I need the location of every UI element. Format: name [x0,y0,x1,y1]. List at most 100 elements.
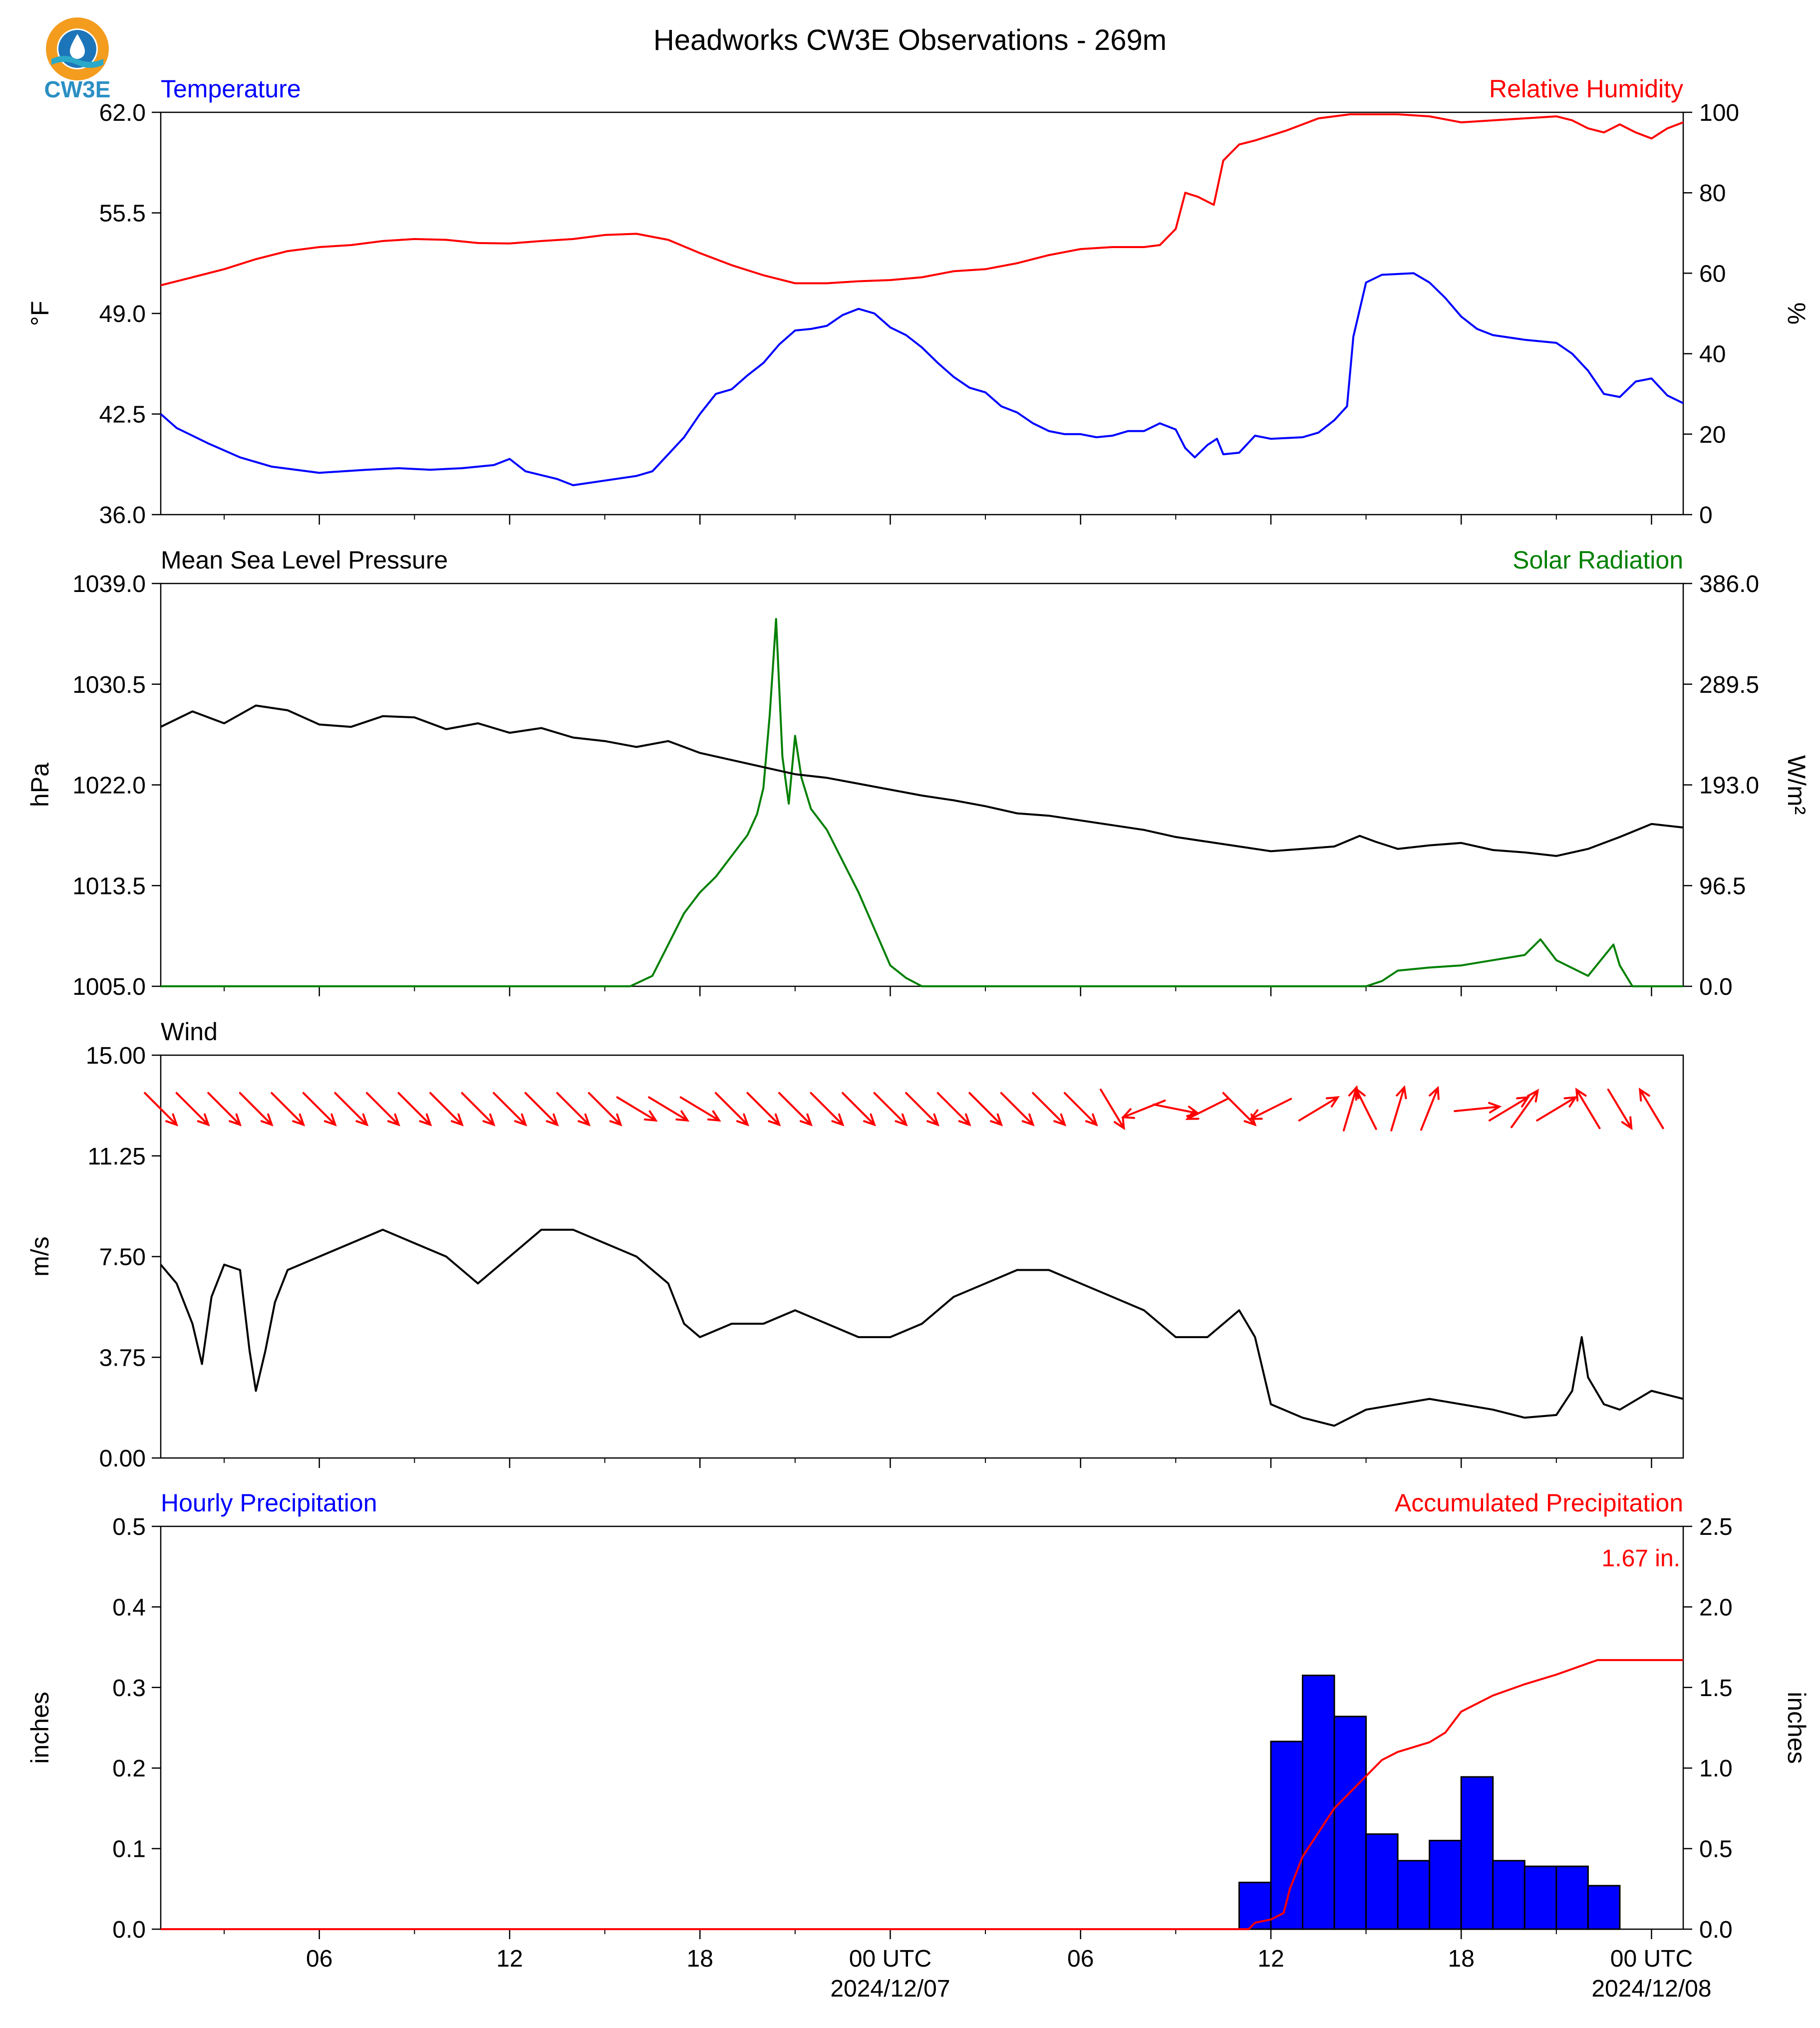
panel-left-title: Wind [161,1018,218,1046]
panel-left-title: Mean Sea Level Pressure [161,546,448,574]
y-tick-label: 0.2 [112,1755,146,1782]
y-tick-label: 0.4 [112,1594,146,1621]
y2-tick-label: 60 [1699,261,1726,287]
wind-arrow [1248,1098,1292,1120]
pressure-solar-panel: 1039.0 1030.5 1022.0 1013.5 1005.0 386.0 289.5… [26,546,1811,1000]
wind-arrow [1575,1088,1601,1130]
wind-arrow [746,1092,781,1127]
wind-arrow [366,1092,400,1127]
y-tick-label: 0.3 [112,1675,146,1702]
plot-frame [160,582,1684,987]
precip-bar [1365,1833,1399,1930]
wind-arrow [175,1092,210,1127]
y-tick-label: 0.1 [112,1836,146,1863]
panel-left-title: Hourly Precipitation [161,1489,377,1517]
y2-tick-label: 193.0 [1699,773,1759,799]
precip-bar [1492,1860,1525,1930]
precip-bar [1460,1776,1494,1930]
wind-arrow [397,1092,432,1127]
y2-tick-label: 100 [1699,100,1739,126]
wind-arrow [1390,1085,1407,1132]
wind-arrow [873,1092,908,1127]
wind-arrow [1000,1092,1035,1127]
wind-arrow [1185,1098,1229,1120]
wind-arrow [1607,1089,1633,1131]
y2-axis-label: inches [1783,1692,1811,1764]
logo-sun-ring [46,17,109,80]
y2-tick-label: 0 [1699,502,1713,529]
wind-arrow [524,1092,559,1127]
wind-arrow [461,1092,496,1127]
wind-arrow [1298,1096,1340,1122]
logo-drop-icon [70,34,85,59]
wind-panel: 15.00 11.25 7.50 3.75 0.00 Wind m/s [26,1018,1684,1472]
wind-arrow [588,1092,622,1127]
y2-tick-label: 2.0 [1699,1594,1733,1621]
series-accumulated-precipitation [161,1659,1683,1930]
x-tick-date-label: 2024/12/08 [1591,1976,1711,2002]
precip-bar [1333,1716,1367,1930]
logo-text: CW3E [44,76,111,102]
wind-arrow [1511,1089,1539,1129]
panel-right-title: Accumulated Precipitation [1395,1489,1683,1517]
precip-bar [1523,1865,1557,1930]
wind-arrow [207,1092,242,1127]
y2-axis-label: W/m² [1783,755,1811,815]
y-tick-label: 1030.5 [72,672,146,698]
accumulated-total-label: 1.67 in. [1602,1545,1680,1572]
y-tick-label: 7.50 [99,1244,146,1271]
precip-bar [1397,1860,1431,1930]
y-tick-label: 0.5 [112,1514,146,1540]
wind-arrow [778,1092,813,1127]
precipitation-panel: 0.5 0.4 0.3 0.2 0.1 0.0 2.5 2.0 1.5 1.0 0.5 0.0 Hour… [26,1489,1811,2002]
wind-arrow [1032,1092,1067,1127]
precip-bar [1587,1885,1621,1930]
wind-arrow [842,1092,876,1127]
wind-arrow [144,1092,179,1127]
x-tick-label: 18 [687,1946,713,1972]
wind-arrow [302,1092,337,1127]
wind-arrow [271,1092,305,1127]
y-tick-label: 55.5 [99,201,146,227]
y-tick-label: 11.25 [87,1144,146,1170]
x-tick-label: 12 [496,1946,523,1972]
y2-tick-label: 0.0 [1699,974,1733,1000]
series-solar-radiation [161,618,1683,987]
x-tick-label: 18 [1448,1946,1475,1972]
wind-arrow [810,1092,845,1127]
wind-arrow [1420,1086,1440,1131]
wind-arrow [1222,1092,1257,1127]
x-tick-date-label: 2024/12/07 [830,1976,950,2002]
chart-title: Headworks CW3E Observations - 269m [653,24,1167,56]
wind-arrow [1100,1089,1125,1131]
wind-arrow [648,1096,690,1122]
wind-arrow [556,1092,591,1127]
wind-arrow [714,1092,749,1127]
y-tick-label: 1022.0 [72,773,146,799]
panel-right-title: Relative Humidity [1489,75,1683,103]
y-tick-label: 62.0 [99,100,146,126]
y-axis-label: inches [26,1692,54,1764]
y-tick-label: 42.5 [99,402,146,428]
x-tick-label: 12 [1257,1946,1284,1972]
y-tick-label: 0.0 [112,1917,146,1943]
y-axis-label: m/s [26,1236,54,1277]
y-tick-label: 49.0 [99,301,146,327]
wind-arrow [334,1092,369,1127]
y-tick-label: 1005.0 [72,974,146,1000]
wind-arrow [1355,1087,1377,1130]
x-tick-label: 00 UTC [849,1946,931,1972]
series-wind-speed [160,1228,1684,1427]
logo-wave [51,56,103,68]
wind-arrow [1063,1092,1098,1127]
y2-tick-label: 0.5 [1699,1836,1733,1863]
x-tick-label: 06 [1067,1946,1094,1972]
wind-arrow [1121,1099,1166,1119]
temperature-humidity-panel: 62.0 55.5 49.0 42.5 36.0 100 80 60 40 20 0 Temperat… [26,75,1811,529]
y2-tick-label: 20 [1699,422,1726,448]
y2-tick-label: 96.5 [1699,873,1746,899]
precip-bar [1302,1675,1335,1930]
y-tick-label: 1039.0 [72,571,146,597]
wind-arrow [936,1092,971,1127]
y2-tick-label: 0.0 [1699,1917,1733,1943]
